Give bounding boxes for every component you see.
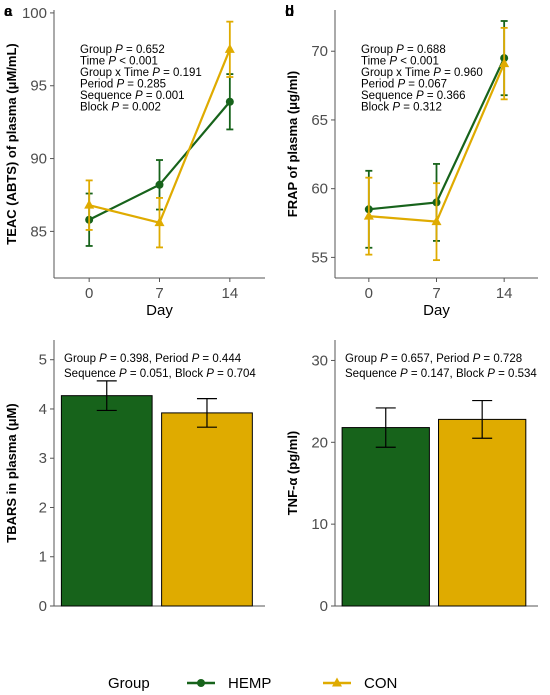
- y-tick-label: 85: [30, 223, 47, 240]
- y-tick-label: 4: [39, 401, 47, 418]
- y-tick-label: 70: [311, 43, 328, 60]
- annotation-text: Group P = 0.652: [80, 44, 165, 56]
- annotation-text: Time P < 0.001: [361, 56, 439, 68]
- annotation-text: Group P = 0.657, Period P = 0.728: [345, 353, 522, 365]
- legend-item-con: CON: [323, 675, 397, 692]
- bar-con: [438, 418, 527, 607]
- bar-hemp: [341, 427, 430, 607]
- data-point: [155, 180, 164, 189]
- annotation-text: Period P = 0.067: [361, 79, 447, 91]
- y-axis-title: TNF-α (pg/ml): [285, 431, 300, 516]
- y-tick-label: 5: [39, 352, 47, 369]
- annotation-text: Group x Time P = 0.960: [361, 67, 483, 79]
- x-axis-title: Day: [146, 302, 173, 319]
- y-tick-label: 10: [311, 516, 328, 533]
- legend-label: HEMP: [228, 675, 271, 692]
- y-axis-title: TBARS in plasma (μM): [4, 403, 19, 542]
- legend-item-hemp: HEMP: [187, 675, 271, 692]
- annotation-text: Period P = 0.285: [80, 79, 166, 91]
- x-tick-label: 7: [432, 285, 440, 302]
- x-tick-label: 0: [85, 285, 93, 302]
- annotation-text: Block P = 0.312: [361, 102, 442, 114]
- annotation-text: Group P = 0.688: [361, 44, 446, 56]
- panel-c: c 0 1 2 3 4 5 TBARS in plasma (μM) Group P = 0.3…: [4, 3, 265, 615]
- y-tick-label: 0: [320, 598, 328, 615]
- annotation-text: Sequence P = 0.147, Block P = 0.534: [345, 368, 537, 380]
- y-axis-title: FRAP of plasma (μg/ml): [285, 71, 300, 217]
- x-tick-label: 0: [365, 285, 373, 302]
- bar-con: [161, 412, 253, 607]
- x-tick-label: 7: [155, 285, 163, 302]
- y-tick-label: 20: [311, 434, 328, 451]
- data-point: [499, 58, 510, 68]
- y-axis-title: TEAC (ABTS) of plasma (μM/mL): [4, 43, 19, 245]
- panel-a: a 85 90 95 100 TEAC (ABTS) of plasma (μM/mL) 0…: [4, 3, 265, 319]
- legend-title: Group: [108, 675, 150, 692]
- data-point: [224, 43, 235, 53]
- series-con: [363, 26, 510, 262]
- legend-marker: [332, 677, 342, 687]
- series-con: [84, 20, 235, 249]
- x-axis-title: Day: [423, 302, 450, 319]
- panel-letter: a: [4, 3, 13, 20]
- annotation-text: Sequence P = 0.366: [361, 90, 466, 102]
- y-tick-label: 100: [22, 5, 47, 22]
- legend-label: CON: [364, 675, 397, 692]
- y-tick-label: 55: [311, 249, 328, 266]
- y-tick-label: 0: [39, 598, 47, 615]
- data-point: [225, 97, 234, 106]
- panel-d: d 0 10 20 30 TNF-α (pg/ml) Group P = 0.657, Pe…: [285, 3, 538, 615]
- panel-letter: b: [285, 3, 294, 20]
- panel-letter: c: [4, 3, 12, 20]
- y-tick-label: 3: [39, 450, 47, 467]
- y-tick-label: 95: [30, 78, 47, 95]
- bar-hemp: [60, 395, 153, 607]
- y-tick-label: 30: [311, 352, 328, 369]
- y-tick-label: 2: [39, 499, 47, 516]
- annotation-text: Group x Time P = 0.191: [80, 67, 202, 79]
- y-tick-label: 1: [39, 549, 47, 566]
- x-tick-label: 14: [221, 285, 238, 302]
- panel-letter: d: [285, 3, 294, 20]
- annotation-text: Sequence P = 0.051, Block P = 0.704: [64, 368, 256, 380]
- panel-b: b 55 60 65 70 FRAP of plasma (μg/ml) 0 7 14 Day Gr…: [285, 3, 538, 319]
- annotation-text: Time P < 0.001: [80, 56, 158, 68]
- y-tick-label: 90: [30, 151, 47, 168]
- data-point: [431, 216, 442, 226]
- y-tick-label: 65: [311, 112, 328, 129]
- legend: Group HEMP CON: [108, 675, 397, 692]
- annotation-text: Block P = 0.002: [80, 102, 161, 114]
- data-point: [154, 217, 165, 227]
- y-tick-label: 60: [311, 181, 328, 198]
- legend-marker: [197, 679, 205, 687]
- annotation-text: Sequence P = 0.001: [80, 90, 185, 102]
- annotation-text: Group P = 0.398, Period P = 0.444: [64, 353, 242, 365]
- data-point: [84, 199, 95, 209]
- data-point: [363, 210, 374, 220]
- x-tick-label: 14: [496, 285, 513, 302]
